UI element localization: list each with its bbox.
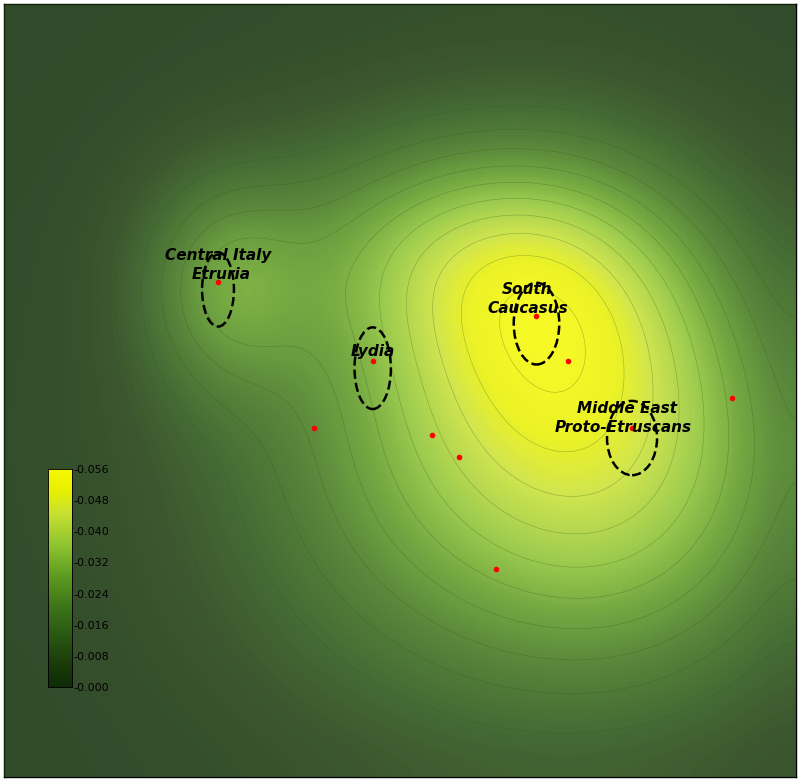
Text: Proto-Etruscans: Proto-Etruscans	[554, 420, 691, 435]
Text: Lydia: Lydia	[350, 344, 395, 359]
Text: Central Italy: Central Italy	[165, 248, 271, 262]
Text: South: South	[502, 282, 553, 297]
Text: Etruria: Etruria	[191, 267, 250, 282]
Text: Caucasus: Caucasus	[487, 301, 568, 316]
Text: Middle East: Middle East	[578, 401, 678, 415]
